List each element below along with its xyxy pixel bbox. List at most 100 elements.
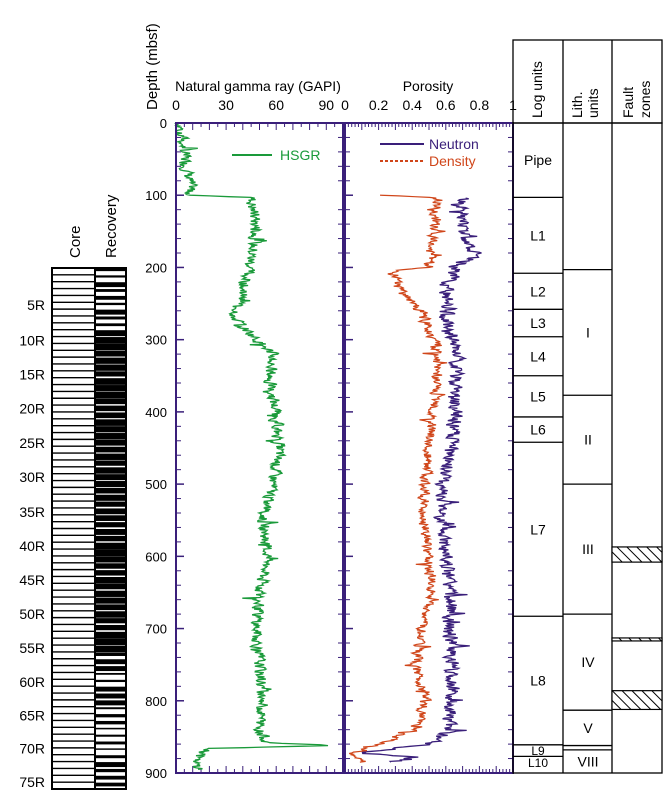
- recovery-bar: [95, 522, 126, 528]
- recovery-bar: [95, 700, 126, 706]
- recovery-bar: [95, 666, 126, 672]
- recovery-bar: [95, 611, 126, 618]
- recovery-bar: [95, 748, 126, 750]
- fault-zones-header-line1: Fault: [620, 87, 636, 118]
- porosity-tick-label-2: 0.4: [402, 97, 422, 113]
- porosity-tick-label-1: 0.2: [369, 97, 389, 113]
- depth-tick-label-3: 300: [145, 333, 167, 348]
- recovery-bar: [95, 755, 126, 759]
- porosity-tick-label-3: 0.6: [436, 97, 456, 113]
- recovery-bar: [95, 460, 126, 466]
- log-unit-label-0: Pipe: [524, 152, 552, 168]
- core-labels: 5R 10R 15R 20R 25R 30R 35R 40R 45R 50R 55R 60R 65R 70…: [19, 297, 45, 790]
- log-unit-label-8: L8: [530, 673, 546, 689]
- recovery-bar: [95, 693, 126, 699]
- recovery-bar: [95, 679, 126, 683]
- lith-units-header-line1: Lith.: [569, 92, 585, 118]
- recovery-bar: [95, 350, 126, 357]
- recovery-bar: [95, 371, 126, 377]
- units-body-box: [512, 122, 663, 774]
- recovery-bar: [95, 309, 126, 315]
- recovery-bar: [95, 487, 126, 494]
- core-label-1: 10R: [19, 332, 45, 348]
- recovery-bar: [95, 535, 126, 542]
- core-label-11: 60R: [19, 674, 45, 690]
- porosity-frame: [344, 122, 514, 774]
- recovery-bar: [95, 316, 126, 320]
- log-unit-label-7: L7: [530, 521, 546, 537]
- core-label-13: 70R: [19, 741, 45, 757]
- porosity-minor-ticks: [344, 123, 514, 773]
- recovery-box: [94, 267, 127, 790]
- recovery-bar: [95, 398, 126, 405]
- gamma-tick-labels: 0 30 60 90: [172, 97, 334, 113]
- fault-zones-column: [611, 546, 663, 711]
- fault-zone-0: [611, 546, 663, 563]
- core-label-7: 40R: [19, 538, 45, 554]
- core-label-9: 50R: [19, 606, 45, 622]
- recovery-bar: [95, 638, 126, 645]
- core-header: Core: [67, 225, 84, 258]
- recovery-bar: [95, 439, 126, 446]
- log-unit-label-5: L5: [530, 388, 546, 404]
- recovery-bar: [95, 734, 126, 737]
- hsgr-series-line: [173, 122, 329, 771]
- core-label-2: 15R: [19, 366, 45, 382]
- recovery-bar: [95, 474, 126, 481]
- recovery-bar: [95, 275, 126, 278]
- core-label-10: 55R: [19, 640, 45, 656]
- recovery-bar: [95, 467, 126, 474]
- recovery-bar: [95, 268, 126, 272]
- porosity-panel: Porosity 0 0.2 0.4 0.6 0.8 1 Neutron Density: [341, 78, 517, 774]
- lith-unit-label-2: II: [584, 432, 592, 448]
- recovery-bar: [95, 494, 126, 501]
- recovery-bar: [95, 597, 126, 604]
- depth-tick-label-6: 600: [145, 549, 167, 564]
- log-unit-label-1: L1: [530, 227, 546, 243]
- recovery-bar: [95, 426, 126, 433]
- core-recovery-column: Core Recovery 5R 10R 15R 20R 25R 30R 35R 40R 45R…: [19, 194, 127, 790]
- recovery-bar: [95, 515, 126, 521]
- recovery-bar: [95, 343, 126, 351]
- recovery-bar: [95, 590, 126, 597]
- core-label-6: 35R: [19, 504, 45, 520]
- recovery-bar: [95, 357, 126, 364]
- log-unit-label-2: L2: [530, 283, 546, 299]
- recovery-bar: [95, 741, 126, 745]
- depth-tick-label-0: 0: [160, 116, 167, 131]
- porosity-tick-label-0: 0: [341, 97, 349, 113]
- lith-unit-label-7: VIII: [577, 753, 598, 769]
- recovery-bar: [95, 768, 126, 773]
- recovery-bar: [95, 295, 126, 300]
- recovery-bar: [95, 652, 126, 656]
- recovery-bar: [95, 631, 126, 639]
- recovery-bar: [95, 645, 126, 653]
- log-unit-label-6: L6: [530, 422, 546, 438]
- recovery-header: Recovery: [103, 194, 120, 258]
- recovery-bar: [95, 727, 126, 730]
- recovery-bar: [95, 433, 126, 440]
- gamma-tick-label-0: 0: [172, 97, 180, 113]
- recovery-bar: [95, 529, 126, 535]
- core-label-3: 20R: [19, 400, 45, 416]
- log-unit-label-4: L4: [530, 348, 546, 364]
- recovery-bar: [95, 659, 126, 665]
- recovery-bar: [95, 604, 126, 611]
- gamma-minor-ticks: [175, 123, 344, 773]
- gamma-panel-title: Natural gamma ray (GAPI): [175, 78, 341, 94]
- core-label-8: 45R: [19, 572, 45, 588]
- recovery-bar: [95, 672, 126, 675]
- core-bars: [52, 267, 126, 787]
- recovery-bar: [95, 323, 126, 327]
- porosity-tick-labels: 0 0.2 0.4 0.6 0.8 1: [341, 97, 517, 113]
- recovery-bar: [95, 618, 126, 624]
- recovery-bar: [95, 453, 126, 460]
- recovery-bar: [95, 282, 126, 288]
- recovery-bar: [95, 714, 126, 718]
- recovery-bar: [95, 707, 126, 710]
- recovery-bar: [95, 391, 126, 399]
- density-series-line: [349, 194, 448, 763]
- recovery-bar: [95, 412, 126, 419]
